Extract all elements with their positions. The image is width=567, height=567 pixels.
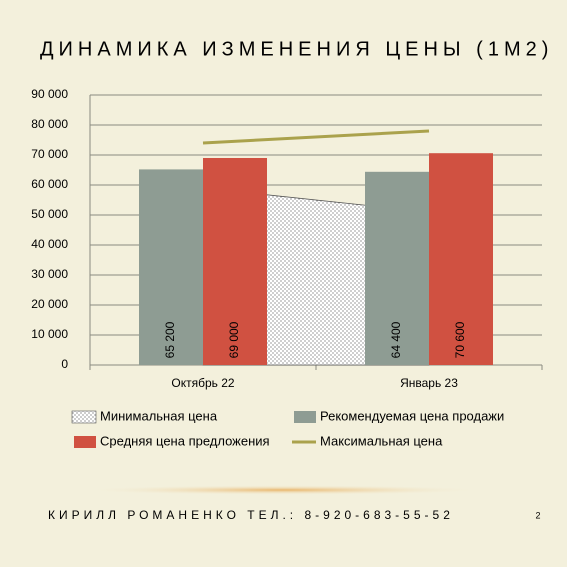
data-label: 64 400 [389,321,403,358]
y-tick-label: 10 000 [31,327,68,341]
data-label: 70 600 [453,321,467,358]
bar [429,153,493,365]
bar [139,169,203,365]
page-number: 2 [535,510,540,520]
bar [203,158,267,365]
slide-title: ДИНАМИКА ИЗМЕНЕНИЯ ЦЕНЫ (1М2) [40,38,553,60]
y-tick-label: 40 000 [31,237,68,251]
legend-label: Максимальная цена [320,433,443,448]
legend-label: Минимальная цена [100,408,218,423]
line [202,129,430,145]
legend-swatch [74,436,96,448]
divider [83,485,483,495]
legend-swatch [294,411,316,423]
bar [365,171,429,365]
y-tick-label: 90 000 [31,87,68,101]
footer-text: КИРИЛЛ РОМАНЕНКО ТЕЛ.: 8-920-683-55-52 [48,508,454,522]
y-tick-label: 70 000 [31,147,68,161]
legend-label: Средняя цена предложения [100,433,270,448]
y-tick-label: 60 000 [31,177,68,191]
y-tick-label: 50 000 [31,207,68,221]
x-tick-label: Октябрь 22 [171,376,235,390]
legend-label: Рекомендуемая цена продажи [320,408,504,423]
y-tick-label: 20 000 [31,297,68,311]
x-tick-label: Январь 23 [400,376,458,390]
legend-swatch [71,410,97,424]
data-label: 65 200 [163,321,177,358]
data-label: 69 000 [227,321,241,358]
y-tick-label: 0 [61,357,68,371]
y-tick-label: 30 000 [31,267,68,281]
y-tick-label: 80 000 [31,117,68,131]
